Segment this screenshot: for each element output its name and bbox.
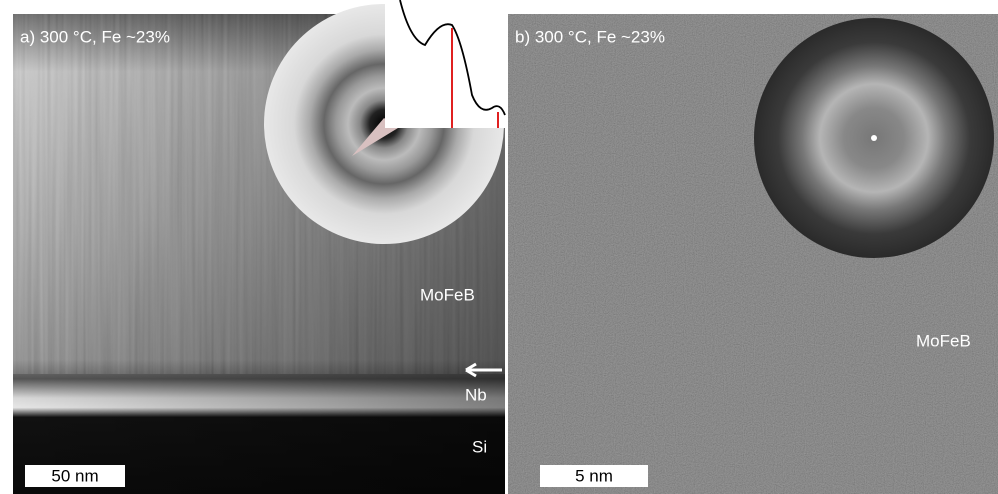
panel-label: a) 300 °C, Fe ~23% bbox=[20, 27, 170, 46]
fft-center bbox=[871, 135, 877, 141]
panel-label: b) 300 °C, Fe ~23% bbox=[515, 27, 665, 46]
profile-inset bbox=[385, 0, 505, 128]
scale-bar-label: 5 nm bbox=[575, 466, 613, 485]
panel-a: a) 300 °C, Fe ~23% MoFeB Nb Si 50 nm bbox=[13, 0, 505, 494]
region-label: MoFeB bbox=[916, 331, 971, 350]
scale-bar-label: 50 nm bbox=[51, 466, 98, 485]
region-label: Si bbox=[472, 437, 487, 456]
panel-b: b) 300 °C, Fe ~23% MoFeB 5 nm bbox=[508, 14, 998, 494]
figure: a) 300 °C, Fe ~23% MoFeB Nb Si 50 nm b) … bbox=[0, 0, 998, 494]
region-label: MoFeB bbox=[420, 285, 475, 304]
region-label: Nb bbox=[465, 385, 487, 404]
